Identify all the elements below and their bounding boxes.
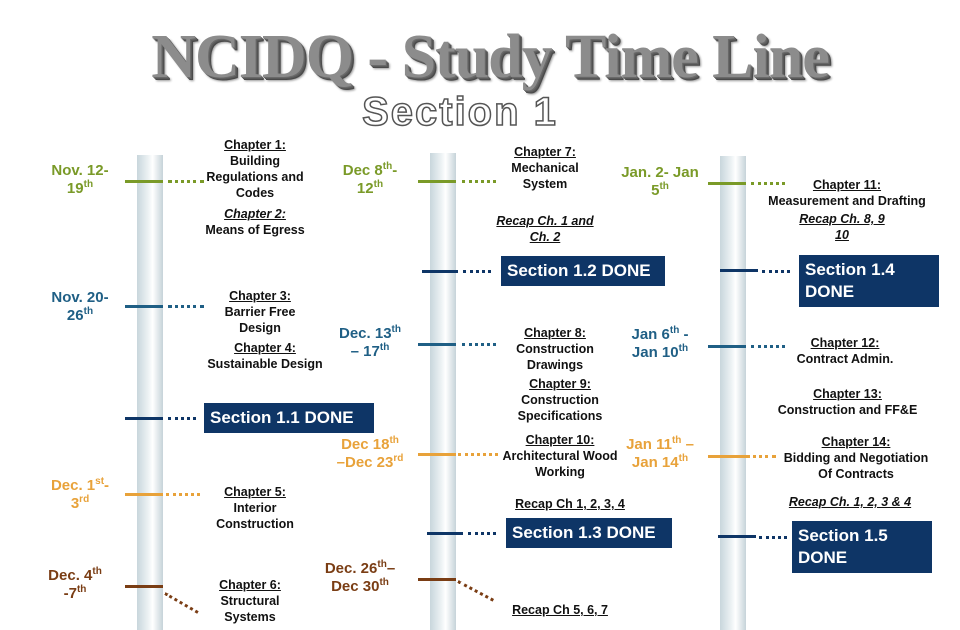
- recap-note: Recap Ch 1, 2, 3, 4: [515, 497, 625, 511]
- page-title: NCIDQ - Study Time Line: [151, 23, 830, 91]
- section-done-badge: Section 1.1 DONE: [204, 403, 374, 433]
- date-label: Nov. 20- 26th: [51, 289, 109, 324]
- timeline-pillar-1: [137, 155, 163, 630]
- tick-marker: [422, 270, 458, 273]
- timeline-pillar-3: [720, 156, 746, 630]
- tick-marker: [720, 269, 758, 272]
- page-subtitle: Section 1: [361, 89, 558, 135]
- tick-marker: [418, 453, 456, 456]
- section-done-badge: Section 1.5 DONE: [792, 521, 932, 573]
- chapter-5: Chapter 5: Interior Construction: [216, 485, 294, 531]
- recap-note: Recap Ch 5, 6, 7: [512, 603, 608, 617]
- dotted-connector: [751, 345, 785, 348]
- chapter-2: Chapter 2: Means of Egress: [205, 207, 305, 237]
- dotted-connector: [746, 455, 776, 458]
- chapter-4: Chapter 4: Sustainable Design: [207, 341, 323, 371]
- dotted-connector: [463, 270, 491, 273]
- date-label: Jan 6th - Jan 10th: [631, 325, 689, 362]
- recap-note: Recap Ch. 1, 2, 3 & 4: [788, 495, 912, 509]
- dotted-connector: [164, 592, 199, 614]
- chapter-1: Chapter 1: Building Regulations and Codes: [206, 138, 304, 200]
- dotted-connector: [462, 180, 496, 183]
- tick-marker: [708, 455, 746, 458]
- date-label: Jan 11th – Jan 14th: [626, 435, 694, 472]
- date-label: Dec. 4th -7th: [48, 566, 102, 603]
- dotted-connector: [166, 493, 200, 496]
- tick-marker: [125, 417, 163, 420]
- tick-marker: [418, 180, 456, 183]
- chapter-7: Chapter 7: Mechanical System: [511, 145, 579, 191]
- tick-marker: [418, 343, 456, 346]
- dotted-connector: [462, 343, 496, 346]
- recap-note: Recap Ch. 1 and Ch. 2: [496, 214, 594, 244]
- tick-marker: [718, 535, 756, 538]
- section-done-badge: Section 1.4 DONE: [799, 255, 939, 307]
- chapter-13: Chapter 13: Construction and FF&E: [777, 387, 918, 417]
- dotted-connector: [457, 580, 495, 602]
- date-label: Dec. 1st- 3rd: [50, 476, 110, 513]
- dotted-connector: [168, 180, 204, 183]
- date-label: Jan. 2- Jan 5th: [621, 164, 699, 199]
- date-label: Nov. 12- 19th: [51, 162, 109, 197]
- date-label: Dec. 26th– Dec 30th: [324, 559, 396, 596]
- dotted-connector: [468, 532, 496, 535]
- tick-marker: [418, 578, 456, 581]
- tick-marker: [708, 345, 746, 348]
- tick-marker: [708, 182, 746, 185]
- chapter-3: Chapter 3: Barrier Free Design: [224, 289, 296, 335]
- date-label: Dec 8th- 12th: [342, 161, 398, 198]
- tick-marker: [125, 180, 163, 183]
- chapter-14: Chapter 14: Bidding and Negotiation Of Co…: [783, 435, 929, 481]
- chapter-10: Chapter 10: Architectural Wood Working: [502, 433, 618, 479]
- chapter-12: Chapter 12: Contract Admin.: [796, 336, 894, 366]
- chapter-6: Chapter 6: Structural Systems: [219, 578, 281, 624]
- date-label: Dec 18th –Dec 23rd: [336, 435, 404, 472]
- dotted-connector: [762, 270, 790, 273]
- section-done-badge: Section 1.2 DONE: [501, 256, 665, 286]
- dotted-connector: [751, 182, 785, 185]
- dotted-connector: [168, 417, 196, 420]
- chapter-11: Chapter 11: Measurement and Drafting: [768, 178, 926, 208]
- tick-marker: [125, 305, 163, 308]
- timeline-pillar-2: [430, 153, 456, 630]
- dotted-connector: [759, 536, 787, 539]
- chapter-9: Chapter 9: Construction Specifications: [517, 377, 603, 423]
- tick-marker: [125, 585, 163, 588]
- tick-marker: [427, 532, 463, 535]
- chapter-8: Chapter 8: Construction Drawings: [516, 326, 594, 372]
- date-label: Dec. 13th – 17th: [339, 324, 401, 361]
- section-done-badge: Section 1.3 DONE: [506, 518, 672, 548]
- recap-note: Recap Ch. 8, 9 10: [799, 212, 885, 242]
- dotted-connector: [168, 305, 204, 308]
- dotted-connector: [458, 453, 498, 456]
- tick-marker: [125, 493, 163, 496]
